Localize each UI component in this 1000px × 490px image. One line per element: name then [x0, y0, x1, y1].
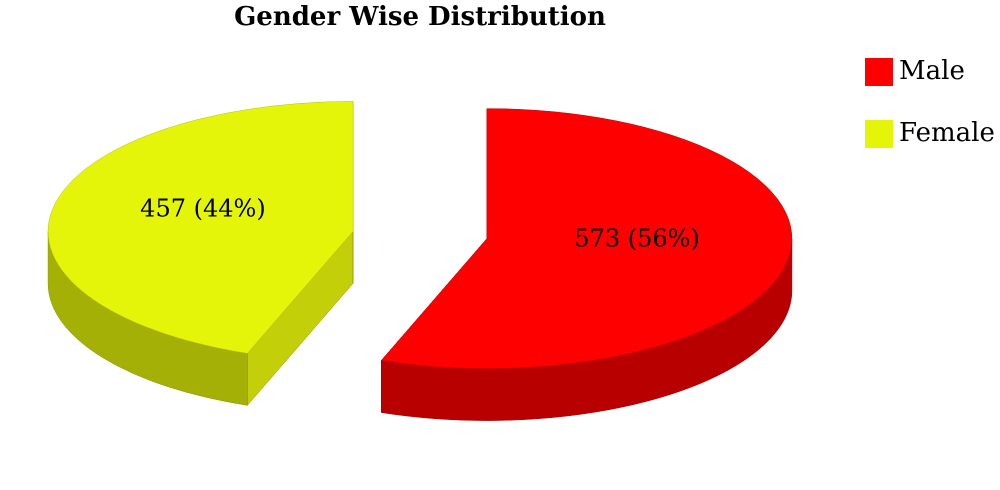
pie-slice — [380, 108, 793, 369]
data-label: 457 (44%) — [140, 194, 266, 222]
legend-swatch — [865, 58, 893, 86]
legend-label: Male — [899, 56, 965, 86]
legend-swatch — [865, 120, 893, 148]
legend-label: Female — [899, 118, 995, 148]
data-label: 573 (56%) — [574, 225, 700, 253]
pie-slice — [47, 101, 354, 354]
chart-title: Gender Wise Distribution — [234, 2, 606, 32]
